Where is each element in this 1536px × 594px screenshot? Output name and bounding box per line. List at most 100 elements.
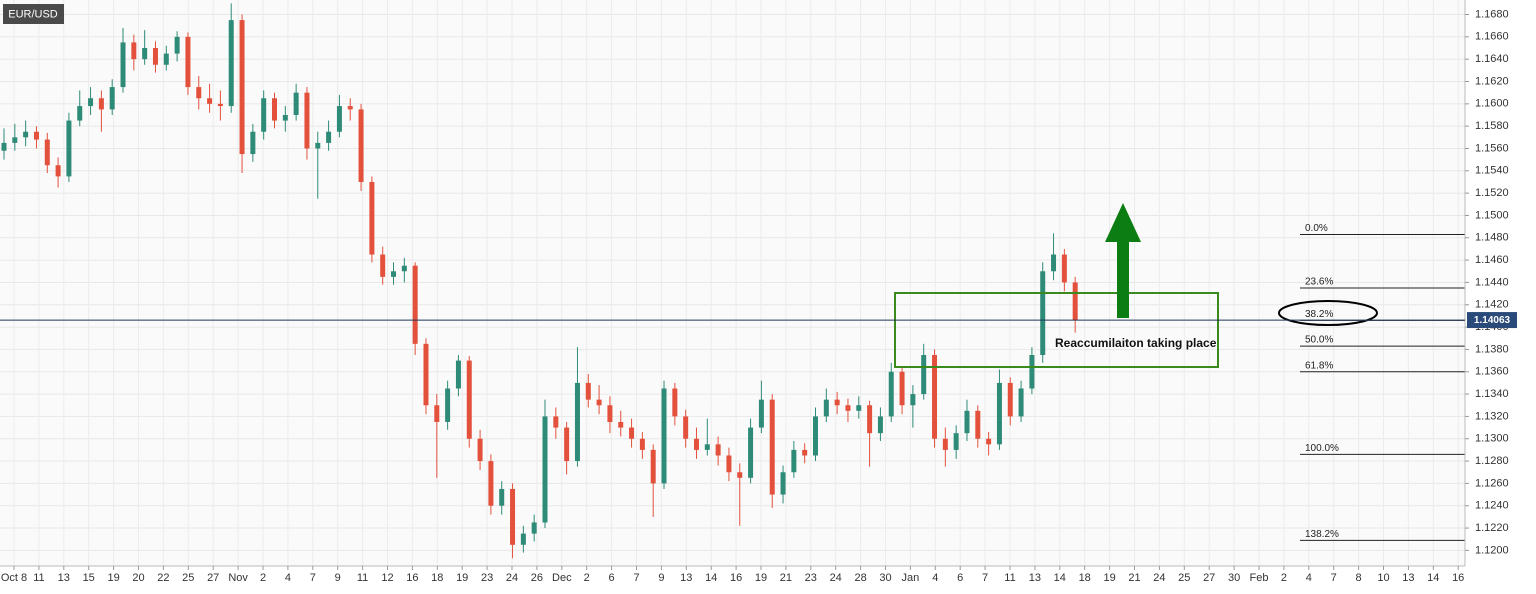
candle-body bbox=[412, 265, 418, 344]
x-tick-label: 13 bbox=[1402, 572, 1414, 584]
candle-body bbox=[553, 416, 559, 428]
candle-body bbox=[748, 427, 754, 478]
candle-body bbox=[423, 343, 429, 406]
candle-body bbox=[932, 355, 938, 439]
candle-body bbox=[758, 399, 764, 428]
candle-body bbox=[207, 98, 213, 104]
candle-body bbox=[975, 410, 981, 439]
y-tick-label: 1.1560 bbox=[1475, 142, 1509, 154]
x-tick-label: 16 bbox=[406, 572, 418, 584]
candle-body bbox=[823, 399, 829, 417]
x-tick-label: 21 bbox=[1128, 572, 1140, 584]
x-tick-label: 22 bbox=[157, 572, 169, 584]
fib-label: 38.2% bbox=[1305, 309, 1333, 320]
candle-body bbox=[564, 427, 570, 462]
x-tick-label: 7 bbox=[633, 572, 639, 584]
candle-body bbox=[131, 42, 137, 60]
x-tick-label: Feb bbox=[1250, 572, 1269, 584]
overlay: Reaccumilaiton taking place 0.0% 23.6% 38.… bbox=[894, 203, 1465, 541]
symbol-box bbox=[3, 4, 64, 24]
candle-body bbox=[477, 438, 483, 462]
candle-body bbox=[380, 254, 386, 277]
fib-label: 61.8% bbox=[1305, 360, 1333, 371]
candle-body bbox=[910, 394, 916, 406]
fib-label: 23.6% bbox=[1305, 277, 1333, 288]
candle-body bbox=[1040, 271, 1046, 356]
candle-body bbox=[499, 488, 505, 506]
y-tick-label: 1.1320 bbox=[1475, 410, 1509, 422]
candle-body bbox=[813, 416, 818, 456]
x-tick-label: Dec bbox=[552, 572, 572, 584]
y-tick-label: 1.1620 bbox=[1475, 75, 1509, 87]
x-tick-label: 9 bbox=[658, 572, 664, 584]
candle-body bbox=[336, 106, 342, 132]
candle-body bbox=[856, 405, 862, 411]
candle-body bbox=[1072, 282, 1078, 321]
y-tick-label: 1.1540 bbox=[1475, 165, 1509, 177]
y-tick-label: 1.1360 bbox=[1475, 366, 1509, 378]
x-tick-label: 6 bbox=[609, 572, 615, 584]
candle-body bbox=[607, 405, 613, 422]
candle-body bbox=[315, 142, 321, 149]
x-tick-label: 7 bbox=[310, 572, 316, 584]
y-tick-label: 1.1280 bbox=[1475, 455, 1509, 467]
y-tick-label: 1.1240 bbox=[1475, 500, 1509, 512]
candle-body bbox=[672, 388, 678, 417]
x-tick-label: 28 bbox=[854, 572, 866, 584]
candle-body bbox=[1007, 382, 1013, 417]
candle-body bbox=[661, 388, 667, 484]
candle-body bbox=[1029, 355, 1035, 389]
candle-body bbox=[629, 427, 635, 439]
candle-body bbox=[401, 265, 407, 272]
candle-body bbox=[1051, 254, 1057, 272]
x-tick-label: 20 bbox=[132, 572, 144, 584]
highlight-ellipse bbox=[1278, 300, 1378, 326]
x-tick-label: 19 bbox=[107, 572, 119, 584]
last-price-box bbox=[1467, 312, 1517, 329]
grid bbox=[0, 0, 1465, 566]
y-tick-label: 1.1420 bbox=[1475, 299, 1509, 311]
x-tick-label: 24 bbox=[830, 572, 842, 584]
candle-body bbox=[217, 103, 223, 107]
candle-body bbox=[986, 438, 992, 445]
y-tick-label: 1.1660 bbox=[1475, 31, 1509, 43]
candle-body bbox=[66, 120, 72, 177]
candle-body bbox=[726, 455, 732, 473]
y-tick-label: 1.1340 bbox=[1475, 388, 1509, 400]
candle-body bbox=[358, 109, 364, 182]
x-tick-label: 18 bbox=[1079, 572, 1091, 584]
x-tick-label: 12 bbox=[381, 572, 393, 584]
y-tick-label: 1.1440 bbox=[1475, 276, 1509, 288]
x-tick-label: 21 bbox=[780, 572, 792, 584]
candle-body bbox=[488, 461, 494, 506]
y-tick-label: 1.1380 bbox=[1475, 343, 1509, 355]
candle-body bbox=[802, 449, 808, 456]
x-tick-label: 11 bbox=[357, 572, 368, 584]
x-tick-label: 14 bbox=[1054, 572, 1066, 584]
candles bbox=[1, 3, 1078, 559]
candle-body bbox=[618, 421, 624, 428]
candle-body bbox=[326, 131, 332, 143]
x-tick-label: 19 bbox=[456, 572, 468, 584]
x-tick-label: 16 bbox=[730, 572, 742, 584]
x-tick-label: 15 bbox=[83, 572, 95, 584]
x-tick-label: 11 bbox=[33, 572, 44, 584]
candle-body bbox=[791, 449, 797, 473]
candle-body bbox=[953, 433, 959, 450]
fib-label: 100.0% bbox=[1305, 443, 1339, 454]
x-tick-label: 10 bbox=[1377, 572, 1389, 584]
candle-body bbox=[77, 106, 83, 121]
candle-body bbox=[88, 98, 94, 107]
candle-body bbox=[33, 131, 39, 140]
candle-body bbox=[780, 472, 786, 495]
candle-body bbox=[877, 416, 883, 434]
candle-body bbox=[23, 131, 29, 138]
y-tick-label: 1.1220 bbox=[1475, 522, 1509, 534]
candle-body bbox=[347, 106, 353, 110]
candle-body bbox=[769, 399, 775, 495]
up-arrow bbox=[1105, 203, 1141, 318]
x-tick-label: 14 bbox=[705, 572, 717, 584]
candle-body bbox=[996, 382, 1002, 445]
candle-body bbox=[163, 53, 169, 65]
candle-body bbox=[304, 92, 310, 149]
